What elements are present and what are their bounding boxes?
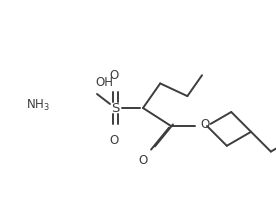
Text: O: O bbox=[139, 154, 148, 167]
Text: O: O bbox=[109, 69, 119, 82]
Text: S: S bbox=[111, 102, 119, 114]
Text: OH: OH bbox=[95, 76, 113, 89]
Text: O: O bbox=[109, 134, 119, 147]
Text: NH$_3$: NH$_3$ bbox=[26, 97, 50, 113]
Text: O: O bbox=[200, 119, 209, 132]
